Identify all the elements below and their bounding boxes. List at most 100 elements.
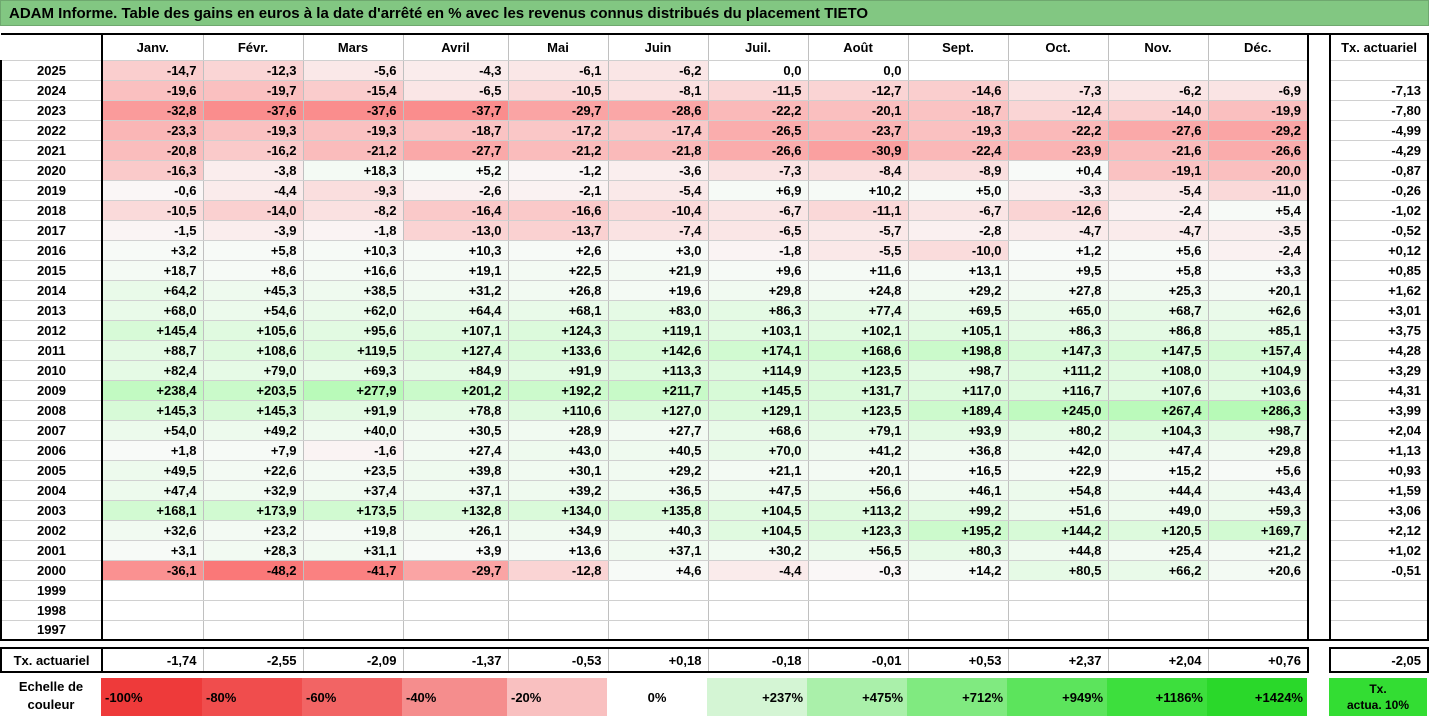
- gain-cell: [607, 599, 709, 621]
- gain-cell: +51,6: [1007, 499, 1109, 521]
- gain-cell: [907, 579, 1009, 601]
- column-gap: [1308, 80, 1330, 100]
- gain-cell: +23,5: [302, 459, 404, 481]
- tx-actuariel-cell: -0,87: [1329, 159, 1429, 181]
- gain-cell: +5,8: [202, 239, 304, 261]
- month-header: Juin: [607, 33, 709, 61]
- gain-cell: -8,2: [302, 199, 404, 221]
- monthly-tx-cell: -1,74: [101, 647, 204, 673]
- year-label: 2018: [0, 199, 103, 221]
- column-gap: [1308, 200, 1330, 220]
- gain-cell: +5,2: [402, 159, 509, 181]
- gain-cell: +10,2: [807, 179, 909, 201]
- gain-cell: +3,9: [402, 539, 509, 561]
- legend-tx-line2: actua. 10%: [1346, 698, 1410, 712]
- gain-cell: +95,6: [302, 319, 404, 341]
- gain-cell: -23,9: [1007, 139, 1109, 161]
- column-gap: [1308, 33, 1330, 60]
- gain-cell: +5,8: [1107, 259, 1209, 281]
- monthly-tx-cell: -0,18: [707, 647, 809, 673]
- tx-actuariel-cell: +0,93: [1329, 459, 1429, 481]
- gain-cell: +13,1: [907, 259, 1009, 281]
- gain-cell: +28,9: [507, 419, 609, 441]
- gain-cell: +20,6: [1207, 559, 1309, 581]
- column-gap: [1308, 460, 1330, 480]
- gain-cell: -2,1: [507, 179, 609, 201]
- gain-cell: +47,4: [101, 479, 204, 501]
- tx-actuariel-cell: +4,31: [1329, 379, 1429, 401]
- gain-cell: +65,0: [1007, 299, 1109, 321]
- gain-cell: -1,8: [707, 239, 809, 261]
- gain-cell: +32,9: [202, 479, 304, 501]
- gain-cell: -13,0: [402, 219, 509, 241]
- gain-cell: +107,1: [402, 319, 509, 341]
- gain-cell: [1207, 619, 1309, 641]
- table-row: 2003 +168,1 +173,9 +173,5 +132,8 +134,0 +135,8…: [0, 499, 1429, 521]
- gain-cell: +49,0: [1107, 499, 1209, 521]
- gain-cell: [101, 579, 204, 601]
- gain-cell: +69,5: [907, 299, 1009, 321]
- gain-cell: +20,1: [1207, 279, 1309, 301]
- gain-cell: -5,6: [302, 59, 404, 81]
- gain-cell: -6,5: [402, 79, 509, 101]
- gain-cell: +64,2: [101, 279, 204, 301]
- gain-cell: [907, 59, 1009, 81]
- gain-cell: -4,4: [707, 559, 809, 581]
- gain-cell: +36,8: [907, 439, 1009, 461]
- gain-cell: +134,0: [507, 499, 609, 521]
- gain-cell: +54,0: [101, 419, 204, 441]
- gain-cell: [507, 579, 609, 601]
- column-gap: [1308, 380, 1330, 400]
- tx-actuariel-cell: +0,12: [1329, 239, 1429, 261]
- column-gap: [1308, 260, 1330, 280]
- gain-cell: +174,1: [707, 339, 809, 361]
- gain-cell: -19,9: [1207, 99, 1309, 121]
- gain-cell: +119,1: [607, 319, 709, 341]
- table-row: 2022 -23,3 -19,3 -19,3 -18,7 -17,2 -17,4 -26,5-…: [0, 119, 1429, 141]
- gain-cell: +25,4: [1107, 539, 1209, 561]
- gain-cell: +11,6: [807, 259, 909, 281]
- gain-cell: [1007, 59, 1109, 81]
- gain-cell: -14,0: [202, 199, 304, 221]
- gain-cell: +142,6: [607, 339, 709, 361]
- table-row: 2007 +54,0 +49,2 +40,0 +30,5 +28,9 +27,7 +68,6 +…: [0, 419, 1429, 441]
- gain-cell: -16,2: [202, 139, 304, 161]
- gain-cell: +5,6: [1107, 239, 1209, 261]
- gain-cell: +64,4: [402, 299, 509, 321]
- gain-cell: -22,2: [707, 99, 809, 121]
- year-label: 2007: [0, 419, 103, 441]
- gain-cell: +1,2: [1007, 239, 1109, 261]
- gain-cell: +21,1: [707, 459, 809, 481]
- month-header: Juil.: [707, 33, 809, 61]
- gain-cell: +144,2: [1007, 519, 1109, 541]
- gain-cell: -23,7: [807, 119, 909, 141]
- gain-cell: +129,1: [707, 399, 809, 421]
- gain-cell: +42,0: [1007, 439, 1109, 461]
- gain-cell: [1107, 599, 1209, 621]
- gain-cell: +168,1: [101, 499, 204, 521]
- header-corner: [1, 33, 102, 60]
- gain-cell: -10,4: [607, 199, 709, 221]
- gain-cell: [1007, 579, 1109, 601]
- month-header: Nov.: [1107, 33, 1209, 61]
- gain-cell: +10,3: [402, 239, 509, 261]
- monthly-tx-cell: +0,76: [1207, 647, 1309, 673]
- gain-cell: [1207, 599, 1309, 621]
- gain-cell: [101, 599, 204, 621]
- gain-cell: +80,3: [907, 539, 1009, 561]
- gain-cell: +36,5: [607, 479, 709, 501]
- gain-cell: -6,2: [1107, 79, 1209, 101]
- gain-cell: -16,4: [402, 199, 509, 221]
- gain-cell: +47,5: [707, 479, 809, 501]
- gain-cell: -21,6: [1107, 139, 1209, 161]
- gain-cell: [202, 579, 304, 601]
- gain-cell: +117,0: [907, 379, 1009, 401]
- gain-cell: -4,4: [202, 179, 304, 201]
- gain-cell: -20,0: [1207, 159, 1309, 181]
- gain-cell: +62,0: [302, 299, 404, 321]
- year-label: 1998: [0, 599, 103, 621]
- gain-cell: +34,9: [507, 519, 609, 541]
- gain-cell: [707, 579, 809, 601]
- tx-actuariel-cell: +3,06: [1329, 499, 1429, 521]
- gain-cell: -3,8: [202, 159, 304, 181]
